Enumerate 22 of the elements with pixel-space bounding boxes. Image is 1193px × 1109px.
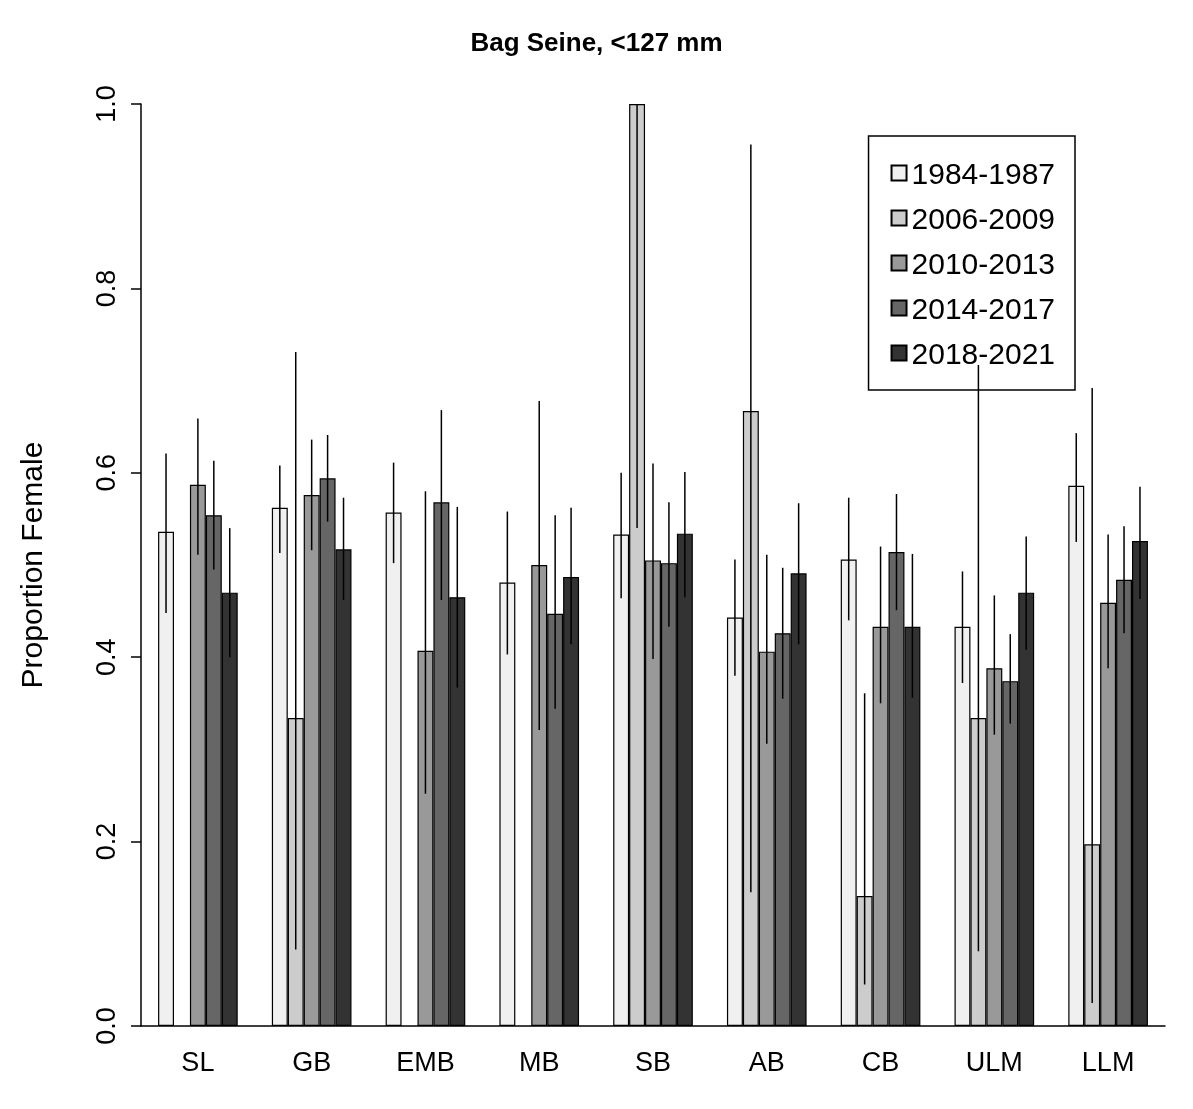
x-tick-label: GB xyxy=(292,1046,332,1077)
x-tick-label: MB xyxy=(518,1046,560,1077)
y-tick-label: 0.0 xyxy=(90,1007,121,1045)
y-tick-label: 0.4 xyxy=(90,638,121,676)
legend-label: 2010-2013 xyxy=(911,246,1055,280)
y-tick-label: 0.2 xyxy=(90,822,121,861)
x-tick-label: SB xyxy=(634,1046,672,1077)
x-tick-label: LLM xyxy=(1081,1046,1135,1077)
x-tick-label: AB xyxy=(748,1046,785,1077)
x-tick-label: EMB xyxy=(396,1046,455,1077)
x-tick-label: SL xyxy=(181,1046,215,1077)
legend-label: 2014-2017 xyxy=(911,291,1055,325)
x-tick-label: ULM xyxy=(965,1046,1023,1077)
y-axis-title: Proportion Female xyxy=(14,441,48,689)
y-tick-label: 1.0 xyxy=(90,85,121,123)
y-tick-label: 0.6 xyxy=(90,454,121,492)
legend-label: 1984-1987 xyxy=(911,156,1055,190)
chart-title: Bag Seine, <127 mm xyxy=(470,27,723,57)
legend-label: 2006-2009 xyxy=(911,201,1055,235)
x-tick-label: CB xyxy=(861,1046,900,1077)
y-tick-label: 0.8 xyxy=(90,269,121,308)
legend-label: 2018-2021 xyxy=(911,336,1055,370)
